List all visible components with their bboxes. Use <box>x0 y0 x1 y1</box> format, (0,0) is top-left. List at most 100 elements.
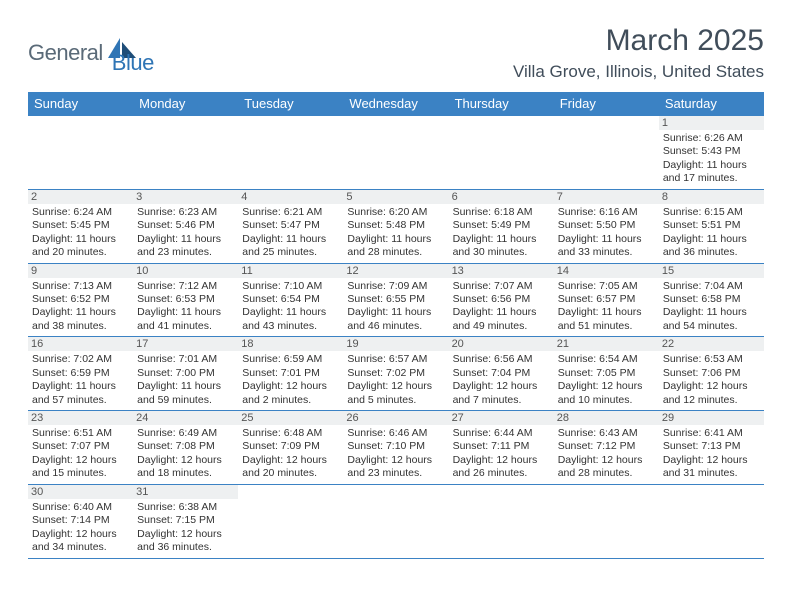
day-number: 19 <box>343 337 448 351</box>
cell-line: and 36 minutes. <box>663 246 760 259</box>
day-number: 15 <box>659 264 764 278</box>
cell-line: Sunrise: 6:49 AM <box>137 427 234 440</box>
calendar-week-row: 16Sunrise: 7:02 AMSunset: 6:59 PMDayligh… <box>28 337 764 411</box>
cell-line: Daylight: 11 hours <box>137 380 234 393</box>
cell-line: Sunset: 7:12 PM <box>558 440 655 453</box>
cell-line: Sunrise: 6:24 AM <box>32 206 129 219</box>
cell-line: and 5 minutes. <box>347 394 444 407</box>
calendar-cell <box>554 484 659 558</box>
day-number: 29 <box>659 411 764 425</box>
calendar-cell <box>238 116 343 190</box>
weekday-header: Thursday <box>449 92 554 116</box>
cell-line: and 28 minutes. <box>558 467 655 480</box>
calendar-cell: 27Sunrise: 6:44 AMSunset: 7:11 PMDayligh… <box>449 411 554 485</box>
cell-line: Sunrise: 6:57 AM <box>347 353 444 366</box>
calendar-cell: 20Sunrise: 6:56 AMSunset: 7:04 PMDayligh… <box>449 337 554 411</box>
day-number: 2 <box>28 190 133 204</box>
cell-line: and 28 minutes. <box>347 246 444 259</box>
day-number: 5 <box>343 190 448 204</box>
calendar-cell: 28Sunrise: 6:43 AMSunset: 7:12 PMDayligh… <box>554 411 659 485</box>
calendar-cell: 26Sunrise: 6:46 AMSunset: 7:10 PMDayligh… <box>343 411 448 485</box>
calendar-cell: 17Sunrise: 7:01 AMSunset: 7:00 PMDayligh… <box>133 337 238 411</box>
cell-line: Sunrise: 6:54 AM <box>558 353 655 366</box>
cell-line: and 23 minutes. <box>347 467 444 480</box>
day-number: 13 <box>449 264 554 278</box>
weekday-header: Saturday <box>659 92 764 116</box>
day-number: 27 <box>449 411 554 425</box>
cell-line: Daylight: 11 hours <box>137 233 234 246</box>
cell-line: Sunset: 6:56 PM <box>453 293 550 306</box>
cell-line: and 36 minutes. <box>137 541 234 554</box>
day-number: 31 <box>133 485 238 499</box>
cell-line: Daylight: 12 hours <box>558 454 655 467</box>
cell-line: Daylight: 12 hours <box>453 380 550 393</box>
cell-line: Daylight: 11 hours <box>32 233 129 246</box>
cell-line: Sunrise: 7:01 AM <box>137 353 234 366</box>
day-number: 25 <box>238 411 343 425</box>
cell-line: Daylight: 12 hours <box>663 454 760 467</box>
weekday-header: Friday <box>554 92 659 116</box>
cell-line: Sunset: 5:43 PM <box>663 145 760 158</box>
calendar-cell: 5Sunrise: 6:20 AMSunset: 5:48 PMDaylight… <box>343 189 448 263</box>
cell-line: Sunset: 6:55 PM <box>347 293 444 306</box>
page: General Blue March 2025 Villa Grove, Ill… <box>0 0 792 569</box>
cell-line: Sunrise: 6:40 AM <box>32 501 129 514</box>
calendar-cell: 31Sunrise: 6:38 AMSunset: 7:15 PMDayligh… <box>133 484 238 558</box>
cell-line: Sunset: 7:13 PM <box>663 440 760 453</box>
header: General Blue March 2025 Villa Grove, Ill… <box>28 24 764 82</box>
cell-line: Sunrise: 7:10 AM <box>242 280 339 293</box>
day-number: 18 <box>238 337 343 351</box>
cell-line: Daylight: 11 hours <box>453 233 550 246</box>
cell-line: Daylight: 12 hours <box>663 380 760 393</box>
cell-line: Daylight: 11 hours <box>347 306 444 319</box>
day-number: 3 <box>133 190 238 204</box>
calendar-week-row: 2Sunrise: 6:24 AMSunset: 5:45 PMDaylight… <box>28 189 764 263</box>
cell-line: Sunset: 7:01 PM <box>242 367 339 380</box>
weekday-header: Monday <box>133 92 238 116</box>
day-number: 16 <box>28 337 133 351</box>
location: Villa Grove, Illinois, United States <box>513 62 764 82</box>
calendar-cell <box>28 116 133 190</box>
day-number: 4 <box>238 190 343 204</box>
cell-line: Sunrise: 7:04 AM <box>663 280 760 293</box>
calendar-cell: 15 Sunrise: 7:04 AMSunset: 6:58 PMDayligh… <box>659 263 764 337</box>
calendar-week-row: 30Sunrise: 6:40 AMSunset: 7:14 PMDayligh… <box>28 484 764 558</box>
calendar-week-row: 1Sunrise: 6:26 AMSunset: 5:43 PMDaylight… <box>28 116 764 190</box>
cell-line: Sunrise: 6:20 AM <box>347 206 444 219</box>
cell-line: Sunset: 5:51 PM <box>663 219 760 232</box>
cell-line: and 25 minutes. <box>242 246 339 259</box>
cell-line: Daylight: 12 hours <box>242 454 339 467</box>
cell-line: and 10 minutes. <box>558 394 655 407</box>
cell-line: Sunset: 6:58 PM <box>663 293 760 306</box>
calendar-cell: 29 Sunrise: 6:41 AMSunset: 7:13 PMDayligh… <box>659 411 764 485</box>
cell-line: Sunrise: 7:13 AM <box>32 280 129 293</box>
month-title: March 2025 <box>513 24 764 58</box>
cell-line: Sunrise: 7:07 AM <box>453 280 550 293</box>
cell-line: and 41 minutes. <box>137 320 234 333</box>
day-number: 24 <box>133 411 238 425</box>
cell-line: Sunset: 7:06 PM <box>663 367 760 380</box>
cell-line: Daylight: 11 hours <box>663 306 760 319</box>
cell-line: and 23 minutes. <box>137 246 234 259</box>
cell-line: Daylight: 11 hours <box>663 233 760 246</box>
cell-line: Sunrise: 6:41 AM <box>663 427 760 440</box>
calendar-cell <box>133 116 238 190</box>
cell-line: Daylight: 11 hours <box>32 380 129 393</box>
cell-line: Sunrise: 6:23 AM <box>137 206 234 219</box>
calendar-cell: 7Sunrise: 6:16 AMSunset: 5:50 PMDaylight… <box>554 189 659 263</box>
cell-line: Sunset: 7:00 PM <box>137 367 234 380</box>
cell-line: Sunset: 5:48 PM <box>347 219 444 232</box>
day-number: 23 <box>28 411 133 425</box>
calendar-cell: 11Sunrise: 7:10 AMSunset: 6:54 PMDayligh… <box>238 263 343 337</box>
cell-line: Daylight: 12 hours <box>558 380 655 393</box>
calendar-cell: 25Sunrise: 6:48 AMSunset: 7:09 PMDayligh… <box>238 411 343 485</box>
cell-line: Daylight: 11 hours <box>663 159 760 172</box>
cell-line: Sunrise: 6:44 AM <box>453 427 550 440</box>
cell-line: and 49 minutes. <box>453 320 550 333</box>
day-number: 22 <box>659 337 764 351</box>
cell-line: Sunset: 7:08 PM <box>137 440 234 453</box>
logo-text-general: General <box>28 40 103 66</box>
cell-line: Daylight: 12 hours <box>347 380 444 393</box>
calendar-cell: 2Sunrise: 6:24 AMSunset: 5:45 PMDaylight… <box>28 189 133 263</box>
cell-line: Daylight: 11 hours <box>558 233 655 246</box>
